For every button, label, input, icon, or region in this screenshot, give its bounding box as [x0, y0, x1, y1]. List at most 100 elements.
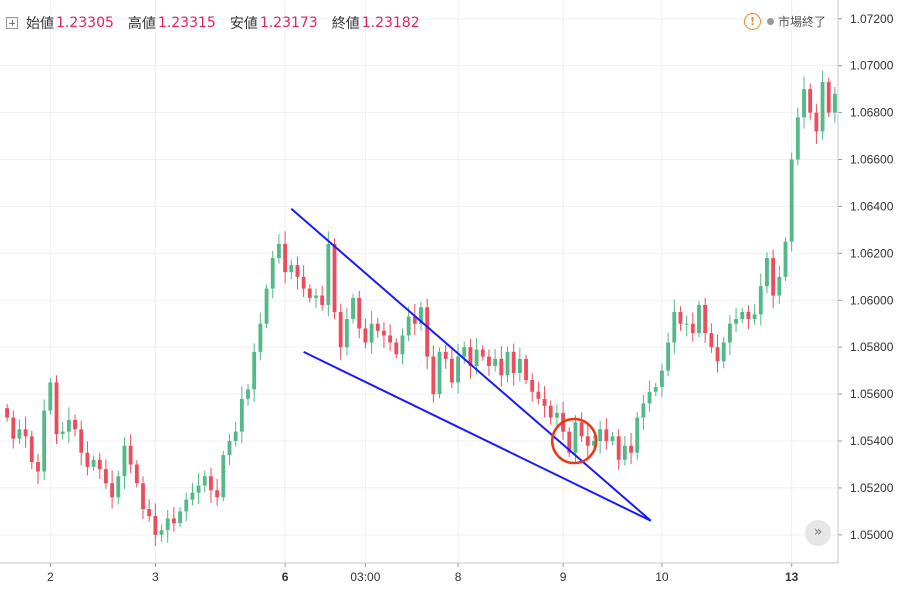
scroll-to-latest-button[interactable]: »: [805, 520, 831, 546]
candle: [110, 470, 115, 509]
candle: [73, 414, 77, 437]
candle-body: [758, 286, 763, 315]
candle-body: [554, 412, 559, 418]
candle-body: [443, 351, 448, 359]
candle: [740, 307, 745, 324]
candle-body: [517, 358, 522, 373]
candle-body: [66, 419, 71, 432]
y-tick-label: 1.06800: [850, 106, 894, 120]
candle-body: [499, 358, 504, 376]
candle-body: [215, 490, 220, 498]
candle: [820, 70, 825, 140]
candle: [542, 386, 547, 418]
candle-body: [190, 492, 195, 500]
candle-body: [171, 518, 176, 524]
candle: [493, 349, 498, 372]
y-tick-label: 1.05600: [850, 387, 894, 401]
candle: [641, 395, 646, 431]
candle: [388, 324, 393, 351]
candle: [517, 347, 522, 382]
candle: [141, 476, 145, 519]
candle-body: [579, 422, 584, 437]
candle-body: [338, 311, 343, 348]
candle: [215, 479, 220, 506]
candle-body: [165, 518, 170, 531]
candle-body: [239, 398, 244, 432]
candle: [171, 507, 176, 532]
candle: [437, 347, 442, 399]
candle-body: [400, 335, 405, 355]
candle-body: [672, 311, 677, 343]
candle-body: [382, 330, 386, 336]
candle: [777, 265, 782, 305]
candle-body: [246, 389, 250, 399]
candle: [307, 284, 312, 303]
candle: [697, 300, 701, 338]
candle: [678, 306, 683, 331]
candle-body: [480, 349, 485, 357]
candle: [524, 354, 528, 385]
candle-body: [363, 328, 368, 343]
y-tick-label: 1.05400: [850, 434, 894, 448]
candle-body: [777, 276, 782, 296]
candle-body: [48, 382, 53, 411]
candle-body: [17, 429, 22, 439]
candle: [382, 322, 386, 349]
candle: [91, 455, 96, 472]
candle-body: [740, 311, 745, 320]
wedge-upper-trendline: [290, 208, 652, 522]
candles: [5, 70, 837, 547]
candle-body: [548, 405, 553, 418]
candle-body: [635, 417, 640, 453]
candle: [97, 452, 102, 480]
candle: [684, 315, 689, 337]
candle: [487, 349, 491, 376]
candle: [42, 399, 47, 480]
candle: [314, 288, 318, 308]
candle-body: [456, 356, 460, 383]
candle: [727, 315, 732, 356]
candle-body: [641, 403, 646, 418]
candle-body: [110, 483, 115, 498]
x-tick-label: 9: [560, 570, 567, 584]
candle-body: [814, 112, 819, 132]
candle-body: [493, 358, 498, 366]
candle-body: [369, 323, 374, 343]
candle: [369, 311, 374, 354]
candle-body: [431, 356, 436, 395]
candle-body: [91, 459, 96, 467]
candle-body: [128, 445, 133, 465]
y-tick-label: 1.06400: [850, 199, 894, 213]
candle-body: [789, 159, 794, 242]
x-tick-label: 03:00: [350, 570, 380, 584]
candle: [394, 338, 399, 359]
candle-body: [474, 349, 479, 366]
candle: [233, 421, 238, 447]
candle-body: [289, 265, 294, 273]
candle: [703, 297, 708, 343]
candle: [412, 304, 417, 335]
close-value: 1.23182: [361, 15, 420, 31]
candle-body: [54, 382, 59, 434]
candle-body: [820, 82, 825, 132]
collapse-toggle-icon[interactable]: [6, 17, 18, 29]
candle: [456, 343, 460, 394]
candle-body: [147, 509, 152, 517]
candle-body: [326, 243, 331, 305]
candle-body: [585, 436, 590, 446]
candle-body: [703, 304, 708, 334]
candle-body: [684, 323, 689, 325]
candle-body: [530, 380, 535, 392]
candle-body: [60, 431, 65, 434]
candle: [196, 472, 201, 504]
warning-icon[interactable]: !: [744, 13, 761, 30]
candle: [29, 430, 34, 470]
candle-body: [765, 258, 769, 287]
candle: [709, 323, 714, 353]
candle-body: [647, 391, 652, 404]
x-tick-label: 2: [47, 570, 54, 584]
candle-body: [270, 258, 275, 289]
candle: [826, 77, 831, 117]
